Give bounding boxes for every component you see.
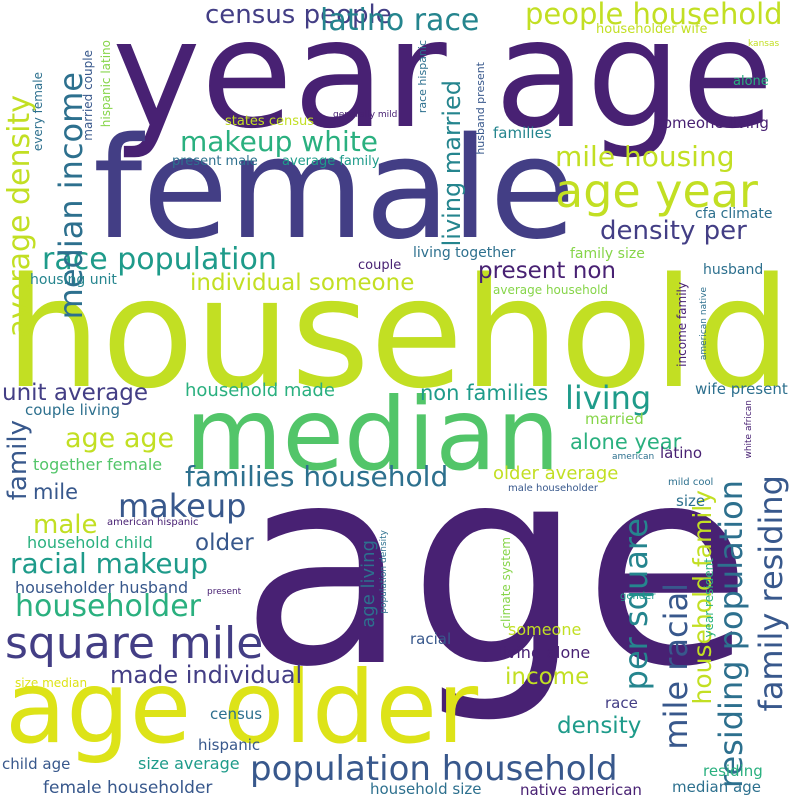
cloud-word: wife present (695, 380, 788, 398)
cloud-word: people household (525, 0, 783, 31)
cloud-word: householder (15, 589, 202, 624)
cloud-word: latino race (320, 3, 480, 38)
cloud-word: square mile (5, 618, 264, 669)
cloud-word: husband (703, 262, 764, 278)
cloud-word: american native (699, 287, 709, 361)
cloud-word: families (493, 124, 552, 142)
cloud-word: income (505, 664, 590, 690)
cloud-word: density per (600, 216, 747, 246)
cloud-word: racial makeup (10, 547, 209, 580)
cloud-word: older average (493, 463, 619, 484)
cloud-word: generally mild (333, 110, 398, 120)
cloud-word: mile (33, 480, 79, 504)
cloud-word: families household (185, 460, 449, 493)
cloud-word: kansas (748, 39, 780, 49)
cloud-word: together female (33, 455, 163, 474)
cloud-word: female (93, 108, 576, 271)
cloud-word: residing (703, 762, 763, 780)
cloud-word: year resident (702, 558, 716, 638)
cloud-word: household made (185, 380, 335, 401)
cloud-word: made individual (110, 661, 303, 689)
cloud-word: living together (413, 245, 516, 261)
cloud-word: year age (112, 0, 774, 162)
cloud-word: living (565, 379, 652, 417)
cloud-word: census (210, 705, 263, 723)
cloud-word: child age (2, 755, 71, 773)
cloud-word: family (3, 420, 33, 501)
cloud-word: age age (65, 423, 175, 454)
cloud-word: household (5, 245, 792, 422)
cloud-word: male (33, 510, 98, 540)
cloud-word: unit average (2, 380, 149, 406)
cloud-word: cfa climate (695, 206, 773, 222)
cloud-word: size (676, 492, 706, 510)
cloud-word: household child (27, 533, 153, 552)
cloud-word: race (605, 694, 638, 712)
cloud-word: individual someone (190, 270, 415, 296)
cloud-word: native american (520, 781, 642, 799)
cloud-word: size average (138, 754, 240, 773)
cloud-word: living alone (498, 643, 591, 662)
cloud-word: living married (438, 80, 466, 247)
cloud-word: states census (225, 114, 315, 129)
cloud-word: mile housing (555, 140, 735, 173)
cloud-word: white african (744, 400, 754, 459)
cloud-word: racial (410, 630, 452, 648)
cloud-word: race population (42, 242, 277, 277)
cloud-word: every female (31, 72, 45, 152)
cloud-word: gender (620, 591, 656, 602)
cloud-word: housing unit (30, 272, 117, 288)
cloud-word: female householder (43, 778, 213, 798)
cloud-word: alone year (570, 430, 682, 454)
cloud-word: age living (358, 540, 379, 628)
cloud-word: married (585, 410, 644, 428)
cloud-word: per square (617, 518, 655, 691)
cloud-word: someone (508, 620, 582, 639)
cloud-word: population household (250, 749, 618, 789)
cloud-word: hispanic (198, 736, 261, 754)
cloud-word: present (207, 587, 242, 597)
cloud-word: size median (15, 676, 88, 690)
cloud-word: mild cool (668, 477, 714, 488)
cloud-word: population density (379, 530, 389, 614)
cloud-word: american (612, 452, 655, 462)
cloud-word: makeup white (180, 125, 378, 158)
cloud-word: male householder (508, 483, 598, 494)
cloud-word: householder wife (596, 22, 708, 37)
cloud-word: climate system (499, 537, 513, 629)
cloud-word: residing population (712, 480, 750, 788)
cloud-word: age (240, 407, 753, 727)
cloud-word: family size (570, 246, 645, 262)
cloud-word: hispanic latino (99, 40, 113, 128)
cloud-word: median age (672, 778, 761, 796)
cloud-word: husband present (474, 62, 487, 155)
cloud-word: present non (478, 258, 616, 284)
cloud-word: household size (370, 780, 482, 798)
cloud-word: income family (675, 282, 689, 367)
cloud-word: non families (420, 381, 549, 405)
cloud-word: family residing (752, 475, 790, 712)
cloud-word: age older (5, 649, 479, 766)
cloud-word: race hispanic (416, 40, 429, 114)
cloud-word: makeup (118, 487, 247, 525)
cloud-word: married couple (81, 50, 95, 141)
cloud-word: older (195, 530, 254, 556)
cloud-word: present male (172, 154, 258, 169)
cloud-word: latino (660, 444, 703, 462)
cloud-word: couple (358, 258, 402, 273)
cloud-word: average family (282, 154, 380, 169)
cloud-word: couple living (25, 401, 121, 419)
cloud-word: someone living (655, 114, 769, 132)
cloud-word: density (557, 713, 642, 739)
cloud-word: census people (205, 0, 392, 30)
cloud-word: alone (733, 74, 769, 89)
cloud-word: american hispanic (107, 517, 199, 528)
cloud-word: householder husband (15, 578, 189, 597)
cloud-word: age year (555, 164, 758, 218)
cloud-word: median (185, 376, 560, 493)
cloud-word: average household (493, 283, 609, 297)
